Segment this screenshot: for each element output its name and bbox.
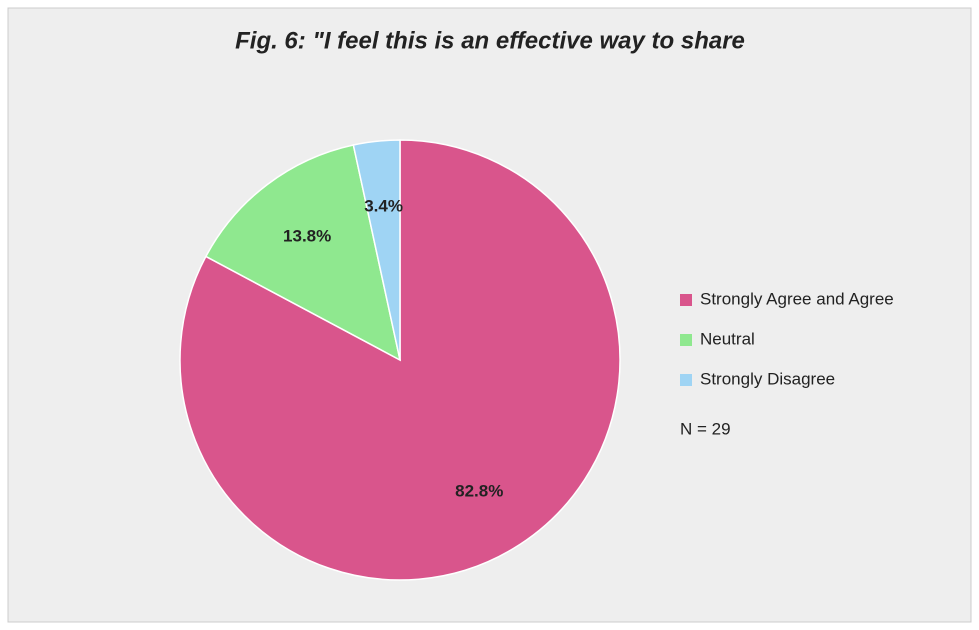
legend-swatch xyxy=(680,374,692,386)
pie-slice xyxy=(204,144,402,362)
legend-label: Strongly Disagree xyxy=(700,369,835,388)
data-label: 3.4% xyxy=(364,196,403,215)
data-label: 13.8% xyxy=(283,227,331,246)
note: N = 29 xyxy=(680,419,731,438)
data-label: 82.8% xyxy=(455,482,503,501)
pie-slice xyxy=(352,139,401,361)
chart-title: Fig. 6: "I feel this is an effective way… xyxy=(235,27,745,54)
legend-swatch xyxy=(680,334,692,346)
legend-swatch xyxy=(680,294,692,306)
legend-label: Strongly Agree and Agree xyxy=(700,289,894,308)
legend-label: Neutral xyxy=(700,329,755,348)
